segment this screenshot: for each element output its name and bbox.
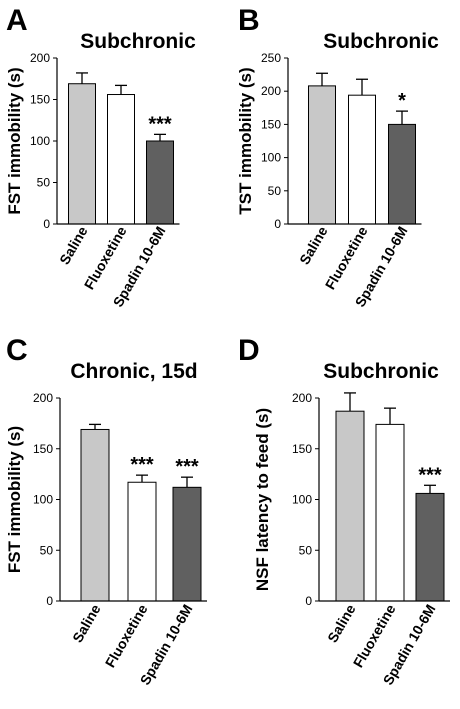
y-tick-label: 150: [292, 442, 312, 456]
bar-spadin-10-6m: [146, 140, 174, 225]
y-tick-label: 0: [46, 594, 53, 608]
y-tick-label: 150: [261, 117, 281, 131]
bar-saline: [68, 83, 96, 225]
y-tick-label: 50: [37, 176, 51, 190]
panel-b: B Subchronic TST immobility (s) * 0 50 100 150 2…: [236, 4, 439, 310]
y-tick-label: 50: [299, 543, 313, 557]
bar-fluoxetine: [107, 94, 135, 225]
y-tick-label: 200: [30, 51, 50, 65]
y-tick-label: 0: [43, 217, 50, 231]
y-tick-label: 200: [292, 391, 312, 405]
panel-letter: B: [238, 4, 260, 37]
bar-saline: [80, 428, 110, 602]
panel-c: C Chronic, 15d FST immobility (s) *** *** 0 50…: [5, 334, 207, 688]
y-axis-label: NSF latency to feed (s): [253, 408, 272, 591]
x-tick-label: Saline: [69, 601, 104, 645]
y-axis-label: TST immobility (s): [236, 67, 255, 214]
bar-spadin-10-6m: [415, 492, 445, 602]
chart-title: Subchronic: [323, 30, 439, 53]
significance-marker: ***: [175, 456, 199, 478]
significance-marker: ***: [418, 464, 442, 486]
y-axis-label: FST immobility (s): [5, 426, 24, 573]
y-axis-label: FST immobility (s): [5, 67, 24, 214]
y-tick-label: 150: [33, 442, 53, 456]
significance-marker: ***: [148, 113, 172, 135]
y-tick-label: 100: [30, 134, 50, 148]
panel-a: A Subchronic FST immobility (s) *** 0 50 100 15…: [5, 4, 196, 310]
bar-fluoxetine: [375, 423, 405, 602]
y-tick-label: 200: [261, 84, 281, 98]
bar-saline: [335, 410, 365, 602]
bar-saline: [308, 85, 336, 225]
significance-marker: ***: [130, 454, 154, 476]
chart-title: Chronic, 15d: [70, 360, 197, 383]
bar-fluoxetine: [127, 481, 157, 602]
chart-title: Subchronic: [323, 360, 439, 383]
y-tick-label: 100: [33, 493, 53, 507]
significance-marker: *: [398, 90, 406, 112]
y-tick-label: 0: [274, 217, 281, 231]
chart-title: Subchronic: [80, 30, 196, 53]
panel-letter: A: [6, 4, 28, 37]
y-tick-label: 100: [292, 493, 312, 507]
y-tick-label: 50: [268, 184, 282, 198]
y-tick-label: 200: [33, 391, 53, 405]
x-tick-label: Fluoxetine: [102, 601, 151, 670]
y-tick-label: 100: [261, 151, 281, 165]
panel-d: D Subchronic NSF latency to feed (s) *** 0 50…: [238, 334, 450, 688]
bar-fluoxetine: [348, 94, 376, 225]
y-tick-label: 50: [40, 543, 54, 557]
bar-spadin-10-6m: [388, 123, 416, 225]
x-tick-label: Saline: [56, 223, 91, 267]
x-tick-label: Saline: [324, 601, 359, 645]
y-tick-label: 0: [305, 594, 312, 608]
panel-letter: D: [238, 334, 260, 367]
y-tick-label: 150: [30, 93, 50, 107]
x-tick-label: Saline: [296, 223, 331, 267]
panel-letter: C: [6, 334, 28, 367]
y-tick-label: 250: [261, 51, 281, 65]
bar-spadin-10-6m: [172, 486, 202, 602]
